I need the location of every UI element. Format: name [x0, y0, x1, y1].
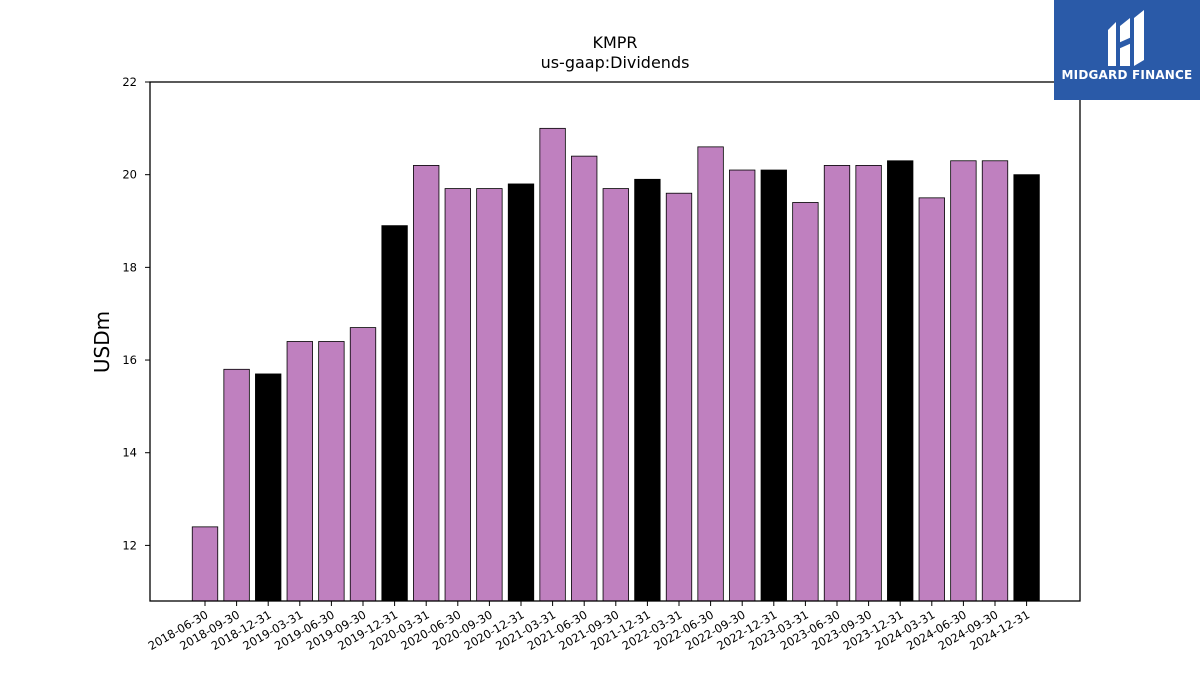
bar-2021-12-31 — [634, 178, 661, 602]
bar-2020-03-31 — [413, 165, 440, 602]
midgard-logo-text: MIDGARD FINANCE — [1061, 68, 1193, 82]
bar-2022-06-30 — [697, 146, 724, 602]
y-tick-label: 12 — [122, 538, 137, 552]
bar-2021-06-30 — [571, 155, 598, 602]
bar-2024-12-31 — [1013, 174, 1040, 602]
bar-2022-09-30 — [729, 169, 756, 602]
bar-2018-09-30 — [223, 368, 250, 602]
y-tick-label: 22 — [122, 75, 137, 89]
bars-group — [191, 127, 1040, 602]
plot-frame — [149, 81, 1081, 602]
bar-2019-09-30 — [349, 327, 377, 602]
chart-title: KMPR — [592, 33, 637, 52]
bar-2022-03-31 — [665, 192, 693, 602]
bar-2024-03-31 — [918, 197, 945, 602]
bar-2023-03-31 — [792, 202, 819, 602]
bar-2024-06-30 — [950, 160, 977, 602]
y-tick-label: 20 — [122, 168, 137, 182]
bar-2022-12-31 — [760, 169, 787, 602]
bar-2020-09-30 — [476, 188, 503, 602]
bar-2018-06-30 — [191, 526, 219, 602]
midgard-logo: MIDGARD FINANCE — [1054, 0, 1200, 100]
bar-2023-09-30 — [855, 165, 882, 602]
bar-2023-06-30 — [823, 165, 851, 602]
bar-2021-03-31 — [539, 127, 566, 602]
bar-2020-06-30 — [444, 188, 471, 602]
bar-2019-06-30 — [318, 341, 345, 602]
bar-2018-12-31 — [255, 373, 282, 602]
midgard-logo-icon — [1108, 10, 1144, 66]
y-tick-label: 16 — [122, 353, 137, 367]
bar-2023-12-31 — [887, 160, 914, 602]
y-axis-label: USDm — [90, 311, 114, 373]
x-ticks-group: 2018-06-302018-09-302018-12-312019-03-31… — [146, 601, 1032, 653]
y-tick-label: 18 — [122, 260, 137, 274]
bar-2019-12-31 — [381, 225, 408, 602]
bar-2021-09-30 — [602, 188, 629, 602]
chart-subtitle: us-gaap:Dividends — [541, 53, 690, 72]
bar-2019-03-31 — [286, 341, 313, 602]
y-ticks-group: 12 14 16 18 20 22 — [122, 75, 150, 552]
y-tick-label: 14 — [122, 446, 137, 460]
bar-2020-12-31 — [507, 183, 535, 602]
bar-2024-09-30 — [981, 160, 1009, 602]
